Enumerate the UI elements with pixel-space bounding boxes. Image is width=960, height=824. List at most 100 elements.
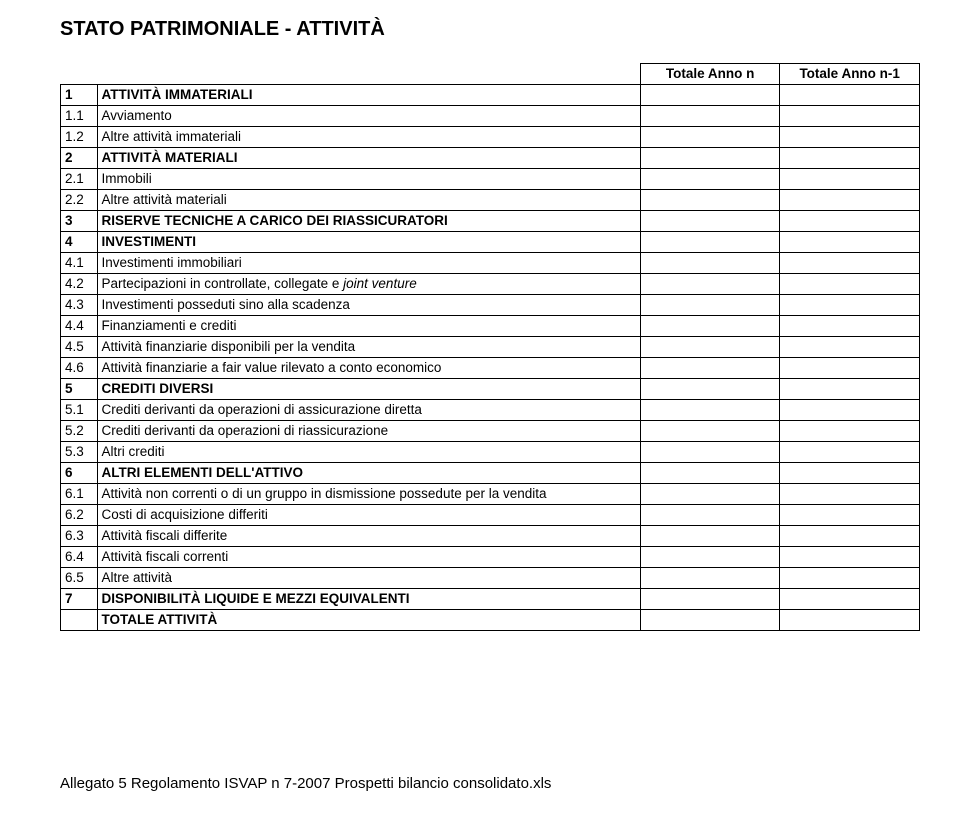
row-number: 1.1 xyxy=(61,106,98,127)
header-blank xyxy=(61,64,641,85)
page: STATO PATRIMONIALE - ATTIVITÀ Totale Ann… xyxy=(0,0,960,824)
value-anno-n xyxy=(640,295,780,316)
value-anno-n-1 xyxy=(780,127,920,148)
value-anno-n xyxy=(640,232,780,253)
value-anno-n xyxy=(640,253,780,274)
table-row: 4.1Investimenti immobiliari xyxy=(61,253,920,274)
row-number: 4.3 xyxy=(61,295,98,316)
row-number: 4 xyxy=(61,232,98,253)
table-row: 1.2Altre attività immateriali xyxy=(61,127,920,148)
table-row: 6.3Attività fiscali differite xyxy=(61,526,920,547)
row-label: Altre attività immateriali xyxy=(97,127,640,148)
value-anno-n-1 xyxy=(780,274,920,295)
value-anno-n xyxy=(640,85,780,106)
row-number: 3 xyxy=(61,211,98,232)
value-anno-n xyxy=(640,169,780,190)
table-row: 4.5Attività finanziarie disponibili per … xyxy=(61,337,920,358)
value-anno-n-1 xyxy=(780,568,920,589)
table-row: 2ATTIVITÀ MATERIALI xyxy=(61,148,920,169)
column-header-anno-n-1: Totale Anno n-1 xyxy=(780,64,920,85)
table-row: 6.4Attività fiscali correnti xyxy=(61,547,920,568)
row-label: Altre attività materiali xyxy=(97,190,640,211)
row-label: Attività fiscali differite xyxy=(97,526,640,547)
value-anno-n xyxy=(640,211,780,232)
row-label: ALTRI ELEMENTI DELL'ATTIVO xyxy=(97,463,640,484)
table-row: 7DISPONIBILITÀ LIQUIDE E MEZZI EQUIVALEN… xyxy=(61,589,920,610)
row-number: 2.2 xyxy=(61,190,98,211)
table-header-row: Totale Anno n Totale Anno n-1 xyxy=(61,64,920,85)
table-row: 1ATTIVITÀ IMMATERIALI xyxy=(61,85,920,106)
table-row: 2.2Altre attività materiali xyxy=(61,190,920,211)
row-label: Attività finanziarie disponibili per la … xyxy=(97,337,640,358)
value-anno-n-1 xyxy=(780,316,920,337)
row-label: DISPONIBILITÀ LIQUIDE E MEZZI EQUIVALENT… xyxy=(97,589,640,610)
row-label-italic: joint venture xyxy=(343,276,417,291)
value-anno-n xyxy=(640,316,780,337)
value-anno-n-1 xyxy=(780,253,920,274)
table-row: 5CREDITI DIVERSI xyxy=(61,379,920,400)
row-number: 6.2 xyxy=(61,505,98,526)
table-row: TOTALE ATTIVITÀ xyxy=(61,610,920,631)
value-anno-n xyxy=(640,610,780,631)
row-label: RISERVE TECNICHE A CARICO DEI RIASSICURA… xyxy=(97,211,640,232)
row-number: 7 xyxy=(61,589,98,610)
value-anno-n xyxy=(640,400,780,421)
row-number: 6.5 xyxy=(61,568,98,589)
row-label: Attività finanziarie a fair value rileva… xyxy=(97,358,640,379)
value-anno-n-1 xyxy=(780,106,920,127)
row-label: INVESTIMENTI xyxy=(97,232,640,253)
row-number: 4.5 xyxy=(61,337,98,358)
row-number: 4.1 xyxy=(61,253,98,274)
row-label: Avviamento xyxy=(97,106,640,127)
value-anno-n xyxy=(640,463,780,484)
row-label: Finanziamenti e crediti xyxy=(97,316,640,337)
table-row: 1.1Avviamento xyxy=(61,106,920,127)
value-anno-n-1 xyxy=(780,547,920,568)
value-anno-n-1 xyxy=(780,190,920,211)
value-anno-n xyxy=(640,106,780,127)
row-label: Partecipazioni in controllate, collegate… xyxy=(97,274,640,295)
table-row: 5.1Crediti derivanti da operazioni di as… xyxy=(61,400,920,421)
row-label: Investimenti immobiliari xyxy=(97,253,640,274)
value-anno-n xyxy=(640,442,780,463)
balance-table: Totale Anno n Totale Anno n-1 1ATTIVITÀ … xyxy=(60,63,920,631)
row-number: 4.4 xyxy=(61,316,98,337)
value-anno-n-1 xyxy=(780,169,920,190)
row-number: 4.6 xyxy=(61,358,98,379)
row-number: 6.3 xyxy=(61,526,98,547)
row-number: 6.1 xyxy=(61,484,98,505)
row-number: 2.1 xyxy=(61,169,98,190)
value-anno-n xyxy=(640,379,780,400)
row-label: Crediti derivanti da operazioni di riass… xyxy=(97,421,640,442)
value-anno-n-1 xyxy=(780,148,920,169)
table-row: 6.5Altre attività xyxy=(61,568,920,589)
footer-text: Allegato 5 Regolamento ISVAP n 7-2007 Pr… xyxy=(60,775,551,792)
table-row: 3RISERVE TECNICHE A CARICO DEI RIASSICUR… xyxy=(61,211,920,232)
row-label: TOTALE ATTIVITÀ xyxy=(97,610,640,631)
row-number: 6 xyxy=(61,463,98,484)
value-anno-n xyxy=(640,127,780,148)
value-anno-n-1 xyxy=(780,85,920,106)
row-label-prefix: Partecipazioni in controllate, collegate… xyxy=(102,276,344,291)
value-anno-n xyxy=(640,358,780,379)
table-row: 4.4Finanziamenti e crediti xyxy=(61,316,920,337)
value-anno-n xyxy=(640,190,780,211)
table-row: 4.6Attività finanziarie a fair value ril… xyxy=(61,358,920,379)
row-label: ATTIVITÀ IMMATERIALI xyxy=(97,85,640,106)
table-row: 4.2 Partecipazioni in controllate, colleg… xyxy=(61,274,920,295)
value-anno-n-1 xyxy=(780,295,920,316)
table-row: 4INVESTIMENTI xyxy=(61,232,920,253)
table-body: 1ATTIVITÀ IMMATERIALI1.1Avviamento1.2Alt… xyxy=(61,85,920,631)
row-label: CREDITI DIVERSI xyxy=(97,379,640,400)
row-number: 1 xyxy=(61,85,98,106)
value-anno-n xyxy=(640,484,780,505)
table-row: 2.1Immobili xyxy=(61,169,920,190)
row-number: 4.2 xyxy=(61,274,98,295)
value-anno-n-1 xyxy=(780,589,920,610)
value-anno-n xyxy=(640,421,780,442)
table-row: 6.1Attività non correnti o di un gruppo … xyxy=(61,484,920,505)
row-number: 2 xyxy=(61,148,98,169)
row-label: ATTIVITÀ MATERIALI xyxy=(97,148,640,169)
value-anno-n-1 xyxy=(780,400,920,421)
row-number: 1.2 xyxy=(61,127,98,148)
